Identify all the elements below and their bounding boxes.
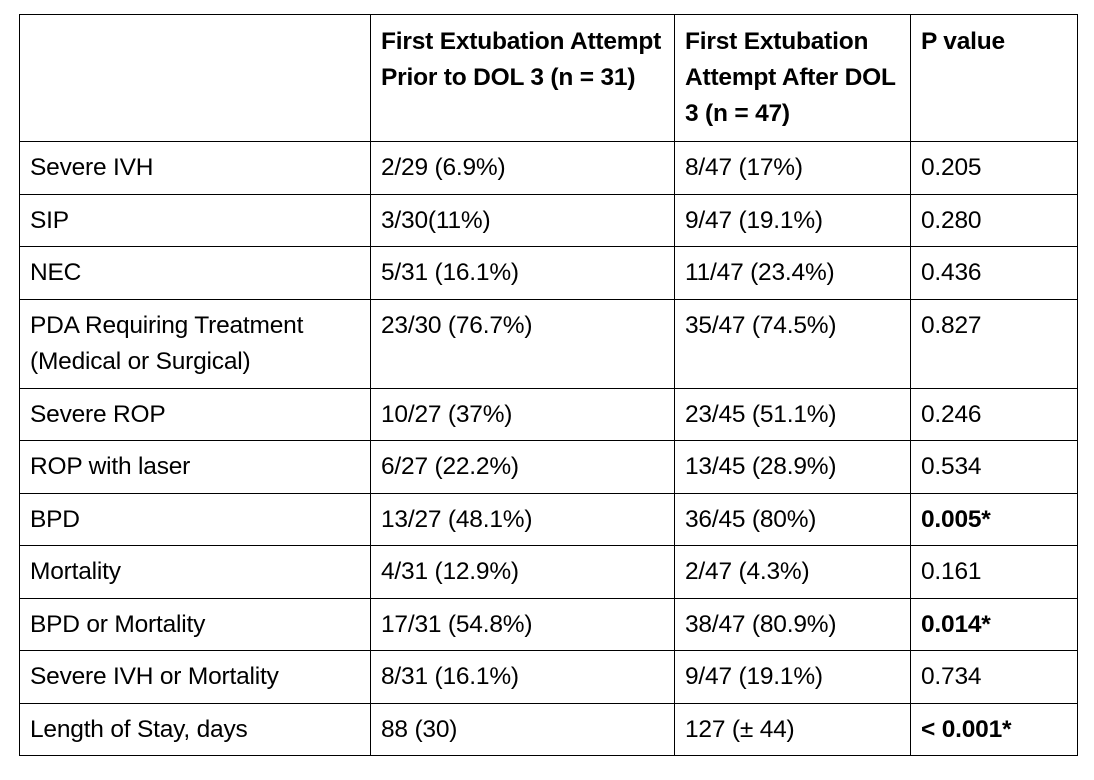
table-row: ROP with laser 6/27 (22.2%) 13/45 (28.9%) 0… <box>19 440 1078 494</box>
table-row: PDA Requiring Treatment (Medical or Surg… <box>19 298 1078 389</box>
table-row: Severe IVH 2/29 (6.9%) 8/47 (17%) 0.205 <box>19 141 1078 195</box>
outcome-cell: Mortality <box>19 545 371 599</box>
outcome-cell: BPD or Mortality <box>19 597 371 651</box>
outcome-cell: BPD <box>19 492 371 546</box>
p-value-cell: 0.014* <box>910 597 1078 651</box>
prior-dol3-cell: 8/31 (16.1%) <box>370 650 675 704</box>
p-value-cell: 0.161 <box>910 545 1078 599</box>
table-row: SIP 3/30(11%) 9/47 (19.1%) 0.280 <box>19 193 1078 247</box>
header-row: First Extubation Attempt Prior to DOL 3 … <box>19 14 1078 142</box>
table-row: Length of Stay, days 88 (30) 127 (± 44) < 0… <box>19 702 1078 756</box>
after-dol3-cell: 9/47 (19.1%) <box>674 650 911 704</box>
after-dol3-cell: 35/47 (74.5%) <box>674 298 911 389</box>
after-dol3-cell: 9/47 (19.1%) <box>674 193 911 247</box>
header-prior-dol3: First Extubation Attempt Prior to DOL 3 … <box>370 14 675 142</box>
p-value-cell: 0.205 <box>910 141 1078 195</box>
header-after-dol3: First Extubation Attempt After DOL 3 (n … <box>674 14 911 142</box>
p-value-cell: 0.734 <box>910 650 1078 704</box>
p-value-cell: 0.280 <box>910 193 1078 247</box>
p-value-cell: 0.534 <box>910 440 1078 494</box>
table-row: BPD or Mortality 17/31 (54.8%) 38/47 (80.9… <box>19 597 1078 651</box>
prior-dol3-cell: 3/30(11%) <box>370 193 675 247</box>
outcome-cell: SIP <box>19 193 371 247</box>
prior-dol3-cell: 4/31 (12.9%) <box>370 545 675 599</box>
prior-dol3-cell: 17/31 (54.8%) <box>370 597 675 651</box>
prior-dol3-cell: 88 (30) <box>370 702 675 756</box>
p-value-cell: 0.827 <box>910 298 1078 389</box>
p-value-cell: < 0.001* <box>910 702 1078 756</box>
prior-dol3-cell: 23/30 (76.7%) <box>370 298 675 389</box>
after-dol3-cell: 13/45 (28.9%) <box>674 440 911 494</box>
outcome-cell: PDA Requiring Treatment (Medical or Surg… <box>19 298 371 389</box>
outcome-cell: Severe IVH or Mortality <box>19 650 371 704</box>
prior-dol3-cell: 13/27 (48.1%) <box>370 492 675 546</box>
prior-dol3-cell: 2/29 (6.9%) <box>370 141 675 195</box>
table-row: BPD 13/27 (48.1%) 36/45 (80%) 0.005* <box>19 492 1078 546</box>
outcome-cell: ROP with laser <box>19 440 371 494</box>
after-dol3-cell: 23/45 (51.1%) <box>674 387 911 441</box>
outcomes-table: First Extubation Attempt Prior to DOL 3 … <box>19 14 1078 756</box>
outcome-cell: Severe ROP <box>19 387 371 441</box>
table-header: First Extubation Attempt Prior to DOL 3 … <box>19 14 1078 142</box>
outcome-cell: Severe IVH <box>19 141 371 195</box>
table-body: Severe IVH 2/29 (6.9%) 8/47 (17%) 0.205 SIP 3… <box>19 141 1078 756</box>
header-outcome <box>19 14 371 142</box>
p-value-cell: 0.436 <box>910 246 1078 300</box>
prior-dol3-cell: 10/27 (37%) <box>370 387 675 441</box>
prior-dol3-cell: 5/31 (16.1%) <box>370 246 675 300</box>
after-dol3-cell: 2/47 (4.3%) <box>674 545 911 599</box>
table-row: Severe IVH or Mortality 8/31 (16.1%) 9/47 … <box>19 650 1078 704</box>
prior-dol3-cell: 6/27 (22.2%) <box>370 440 675 494</box>
after-dol3-cell: 36/45 (80%) <box>674 492 911 546</box>
after-dol3-cell: 127 (± 44) <box>674 702 911 756</box>
after-dol3-cell: 38/47 (80.9%) <box>674 597 911 651</box>
header-p-value: P value <box>910 14 1078 142</box>
p-value-cell: 0.246 <box>910 387 1078 441</box>
table-row: Mortality 4/31 (12.9%) 2/47 (4.3%) 0.161 <box>19 545 1078 599</box>
table-row: NEC 5/31 (16.1%) 11/47 (23.4%) 0.436 <box>19 246 1078 300</box>
outcome-cell: Length of Stay, days <box>19 702 371 756</box>
p-value-cell: 0.005* <box>910 492 1078 546</box>
table-row: Severe ROP 10/27 (37%) 23/45 (51.1%) 0.246 <box>19 387 1078 441</box>
after-dol3-cell: 8/47 (17%) <box>674 141 911 195</box>
outcome-cell: NEC <box>19 246 371 300</box>
after-dol3-cell: 11/47 (23.4%) <box>674 246 911 300</box>
